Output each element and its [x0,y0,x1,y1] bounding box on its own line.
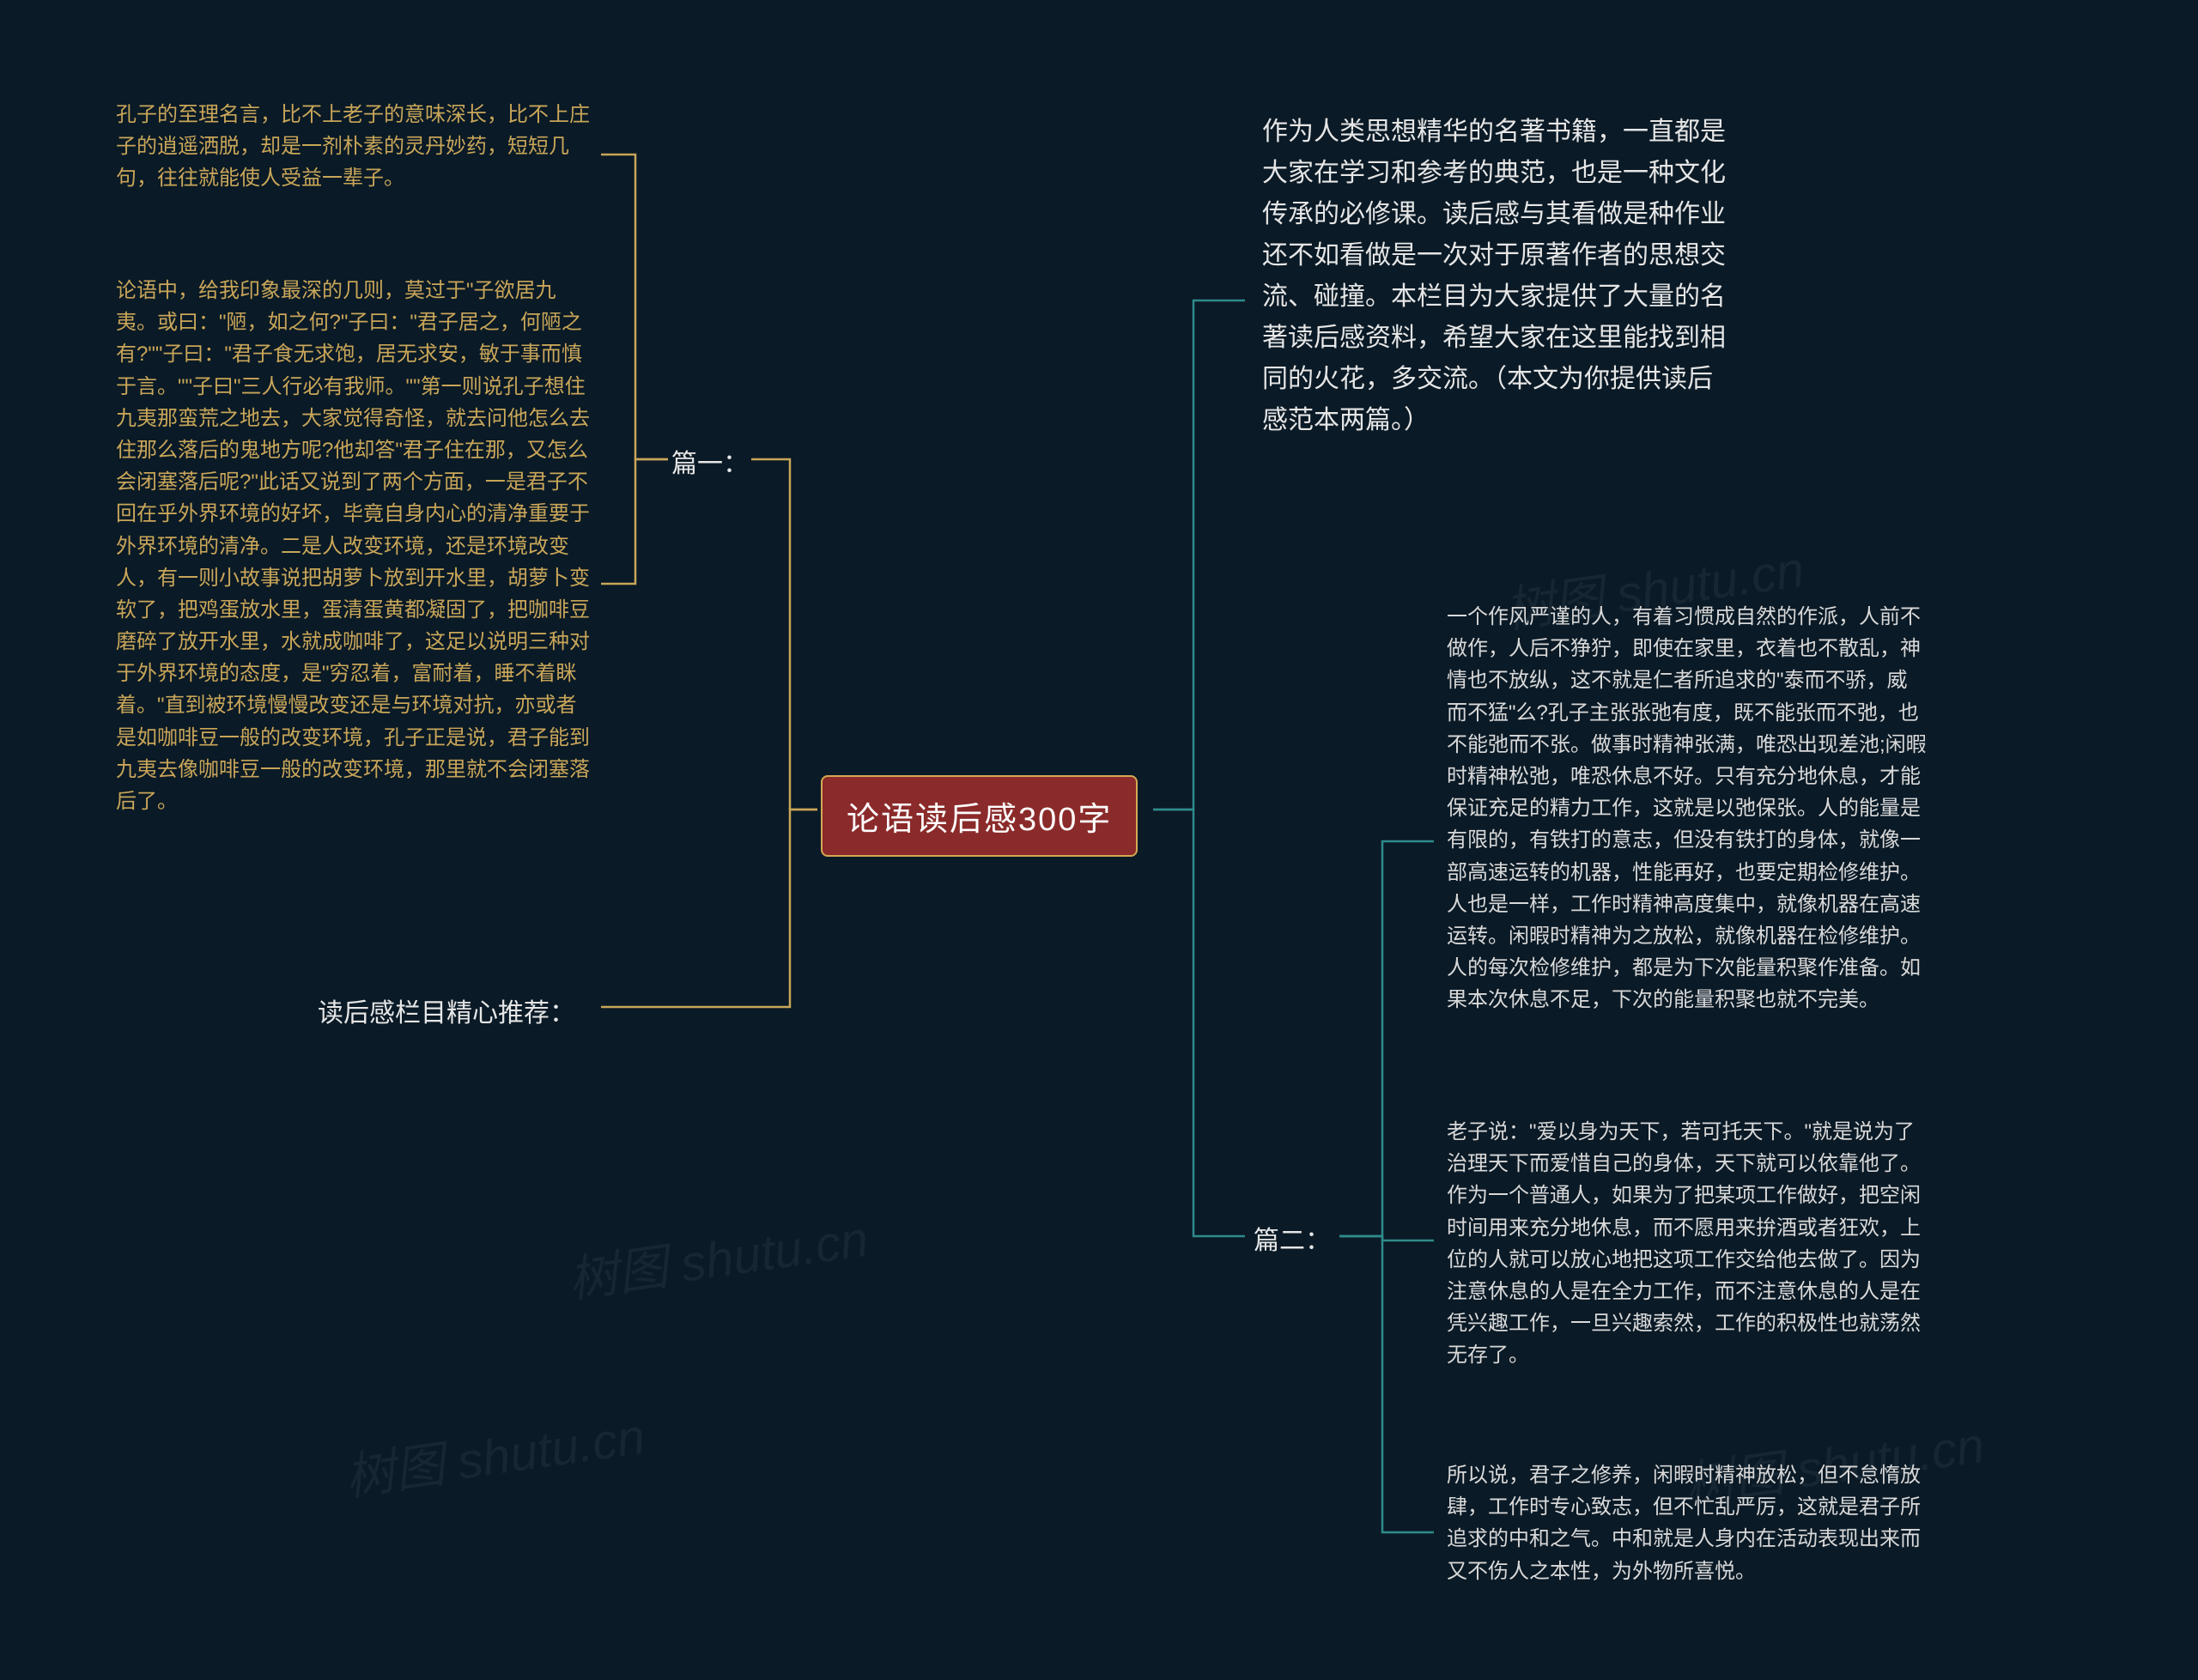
watermark: 树图 shutu.cn [563,1198,872,1312]
watermark: 树图 shutu.cn [340,1396,649,1509]
branch-label-right-2: 篇二： [1254,1219,1331,1257]
leaf-right-2-3: 所以说，君子之修养，闲暇时精神放松，但不怠惰放肆，工作时专心致志，但不忙乱严厉，… [1447,1459,1928,1587]
leaf-left-1-1: 孔子的至理名言，比不上老子的意味深长，比不上庄子的逍遥洒脱，却是一剂朴素的灵丹妙… [116,99,597,195]
leaf-left-1-2: 论语中，给我印象最深的几则，莫过于"子欲居九夷。或曰："陋，如之何?"子曰："君… [116,275,597,817]
branch-label-left-1: 篇一： [671,442,749,480]
branch-label-left-2: 读后感栏目精心推荐： [318,992,575,1029]
root-node: 论语读后感300字 [821,775,1138,857]
intro-text: 作为人类思想精华的名著书籍，一直都是大家在学习和参考的典范，也是一种文化传承的必… [1262,112,1734,441]
leaf-right-2-1: 一个作风严谨的人，有着习惯成自然的作派，人前不做作，人后不狰狞，即使在家里，衣着… [1447,601,1928,1016]
leaf-right-2-2: 老子说："爱以身为天下，若可托天下。"就是说为了治理天下而爱惜自己的身体，天下就… [1447,1116,1928,1372]
